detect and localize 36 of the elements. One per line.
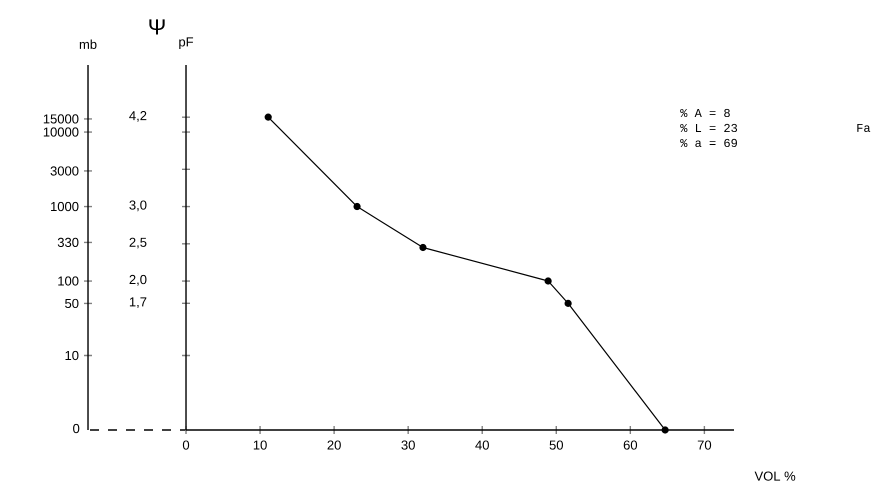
y2-tick-label: 100 bbox=[58, 276, 78, 286]
y2-tick-label: 50 bbox=[65, 298, 78, 308]
x-axis-title: VOL % bbox=[754, 471, 796, 481]
y-tick-label: 1,7 bbox=[130, 297, 146, 308]
y2-axis-title: mb bbox=[80, 39, 96, 49]
y2-tick-label: 10000 bbox=[44, 127, 78, 137]
point bbox=[564, 300, 572, 307]
point bbox=[264, 114, 272, 121]
x-tick-label: 10 bbox=[254, 440, 267, 450]
x-tick-label: 20 bbox=[328, 440, 341, 450]
y2-tick-label: 3000 bbox=[50, 166, 78, 176]
y-tick-label: 4,2 bbox=[129, 111, 146, 122]
x-tick-label: 30 bbox=[401, 440, 415, 450]
point bbox=[353, 202, 361, 210]
y-tick-label: 2,5 bbox=[130, 238, 146, 248]
point bbox=[662, 426, 669, 434]
text: Ψ bbox=[149, 19, 165, 35]
y2-tick-label: 0 bbox=[73, 424, 80, 434]
point bbox=[419, 244, 427, 252]
x-tick-label: 40 bbox=[475, 440, 489, 450]
y2-tick-label: 1000 bbox=[51, 202, 78, 212]
y2-tick-label: 10 bbox=[66, 350, 78, 360]
y2-tick-label: 15000 bbox=[44, 114, 78, 124]
y-tick-label: 3,0 bbox=[129, 200, 146, 212]
y-tick-label: 2,0 bbox=[130, 274, 146, 286]
y-axis-title: pF bbox=[179, 37, 194, 49]
x-tick-label: 50 bbox=[550, 440, 563, 450]
annotation: % L = 23 bbox=[680, 124, 738, 132]
point bbox=[544, 277, 552, 285]
annotation: % A = 8 bbox=[680, 108, 730, 118]
annotation: % a = 69 bbox=[680, 138, 737, 148]
x-tick-label: 0 bbox=[182, 440, 190, 450]
x-tick-label: 60 bbox=[624, 440, 638, 450]
text: Fa bbox=[857, 124, 870, 132]
y2-tick-label: 330 bbox=[58, 238, 78, 247]
x-tick-label: 70 bbox=[698, 440, 712, 450]
